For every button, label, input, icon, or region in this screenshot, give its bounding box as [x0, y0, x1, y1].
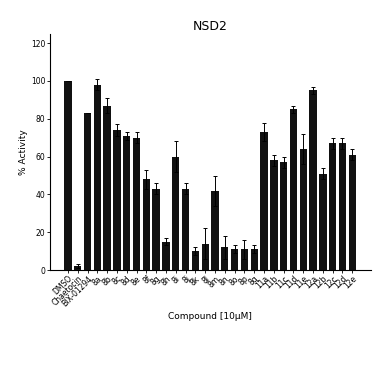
- Bar: [349, 155, 356, 270]
- Bar: [231, 249, 238, 270]
- Bar: [143, 179, 150, 270]
- Bar: [74, 266, 81, 270]
- Title: NSD2: NSD2: [193, 20, 228, 33]
- Bar: [192, 251, 199, 270]
- Bar: [329, 143, 336, 270]
- Bar: [133, 138, 140, 270]
- Bar: [221, 248, 228, 270]
- Bar: [113, 130, 121, 270]
- Bar: [182, 189, 189, 270]
- Bar: [251, 249, 258, 270]
- Bar: [290, 110, 297, 270]
- X-axis label: Compound [10μM]: Compound [10μM]: [168, 312, 252, 321]
- Bar: [202, 243, 209, 270]
- Bar: [152, 189, 160, 270]
- Y-axis label: % Activity: % Activity: [19, 129, 28, 175]
- Bar: [280, 162, 287, 270]
- Bar: [270, 160, 277, 270]
- Bar: [339, 143, 346, 270]
- Bar: [64, 81, 71, 270]
- Bar: [123, 136, 130, 270]
- Bar: [261, 132, 268, 270]
- Bar: [94, 85, 101, 270]
- Bar: [299, 149, 307, 270]
- Bar: [162, 242, 170, 270]
- Bar: [319, 174, 327, 270]
- Bar: [241, 249, 248, 270]
- Bar: [309, 90, 317, 270]
- Bar: [104, 106, 111, 270]
- Bar: [172, 157, 180, 270]
- Bar: [84, 113, 91, 270]
- Bar: [211, 190, 219, 270]
